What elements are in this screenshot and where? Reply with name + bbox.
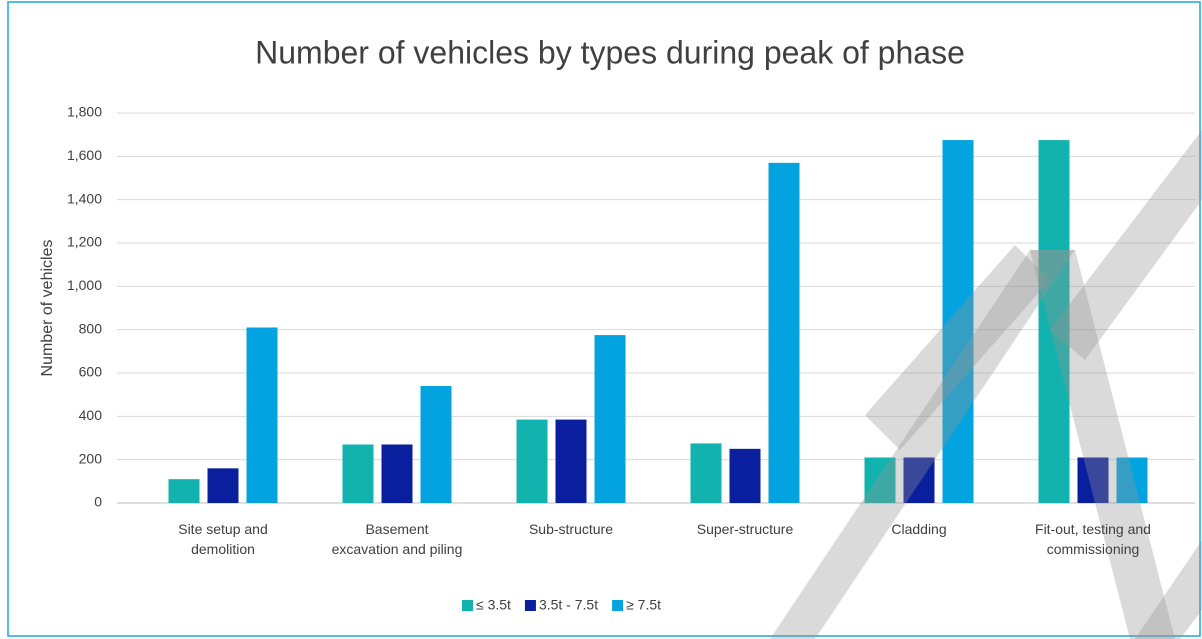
bar <box>729 448 761 503</box>
y-tick-label: 600 <box>79 364 103 380</box>
legend-label: ≥ 7.5t <box>626 597 661 613</box>
x-tick-label: Cladding <box>891 521 947 537</box>
bar <box>1077 457 1109 503</box>
y-tick-label: 1,800 <box>67 104 102 120</box>
bar <box>1038 140 1070 504</box>
frame <box>7 1 1201 637</box>
chart-title: Number of vehicles by types during peak … <box>255 34 965 70</box>
bar <box>768 162 800 504</box>
y-axis-label: Number of vehicles <box>39 240 56 377</box>
bar <box>207 468 239 503</box>
bar <box>246 327 278 503</box>
legend-swatch <box>524 600 536 611</box>
watermark <box>1030 250 1175 639</box>
bar <box>381 444 413 503</box>
y-tick-label: 400 <box>79 407 103 423</box>
watermark <box>865 245 1050 450</box>
legend-label: 3.5t - 7.5t <box>539 597 598 613</box>
bar <box>555 419 587 503</box>
bar <box>594 335 626 503</box>
y-tick-label: 1,000 <box>67 277 102 293</box>
y-tick-label: 800 <box>79 320 103 336</box>
bar <box>516 419 548 503</box>
watermark <box>1135 540 1202 639</box>
bar <box>420 386 452 503</box>
legend-label: ≤ 3.5t <box>476 597 511 613</box>
bar <box>168 479 200 503</box>
x-tick-label: Sub-structure <box>528 521 614 537</box>
y-tick-label: 1,600 <box>67 147 102 163</box>
legend-swatch <box>462 600 473 611</box>
x-tick-label: Super-structure <box>696 521 794 537</box>
bar <box>942 140 974 504</box>
bar <box>1116 457 1148 503</box>
bar <box>864 457 896 503</box>
watermark <box>770 250 1075 639</box>
x-tick-label: Basement excavation and piling <box>331 521 463 557</box>
watermark <box>1050 130 1202 360</box>
bar <box>342 444 374 503</box>
y-tick-label: 1,400 <box>67 190 102 206</box>
bar <box>903 457 935 503</box>
x-tick-label: Site setup and demolition <box>178 521 268 557</box>
bar <box>690 443 722 503</box>
legend-swatch <box>612 600 624 611</box>
y-tick-label: 1,200 <box>67 234 102 250</box>
y-tick-label: 0 <box>94 494 102 510</box>
x-tick-label: Fit-out, testing and commissioning <box>1035 521 1151 557</box>
y-tick-label: 200 <box>79 450 103 466</box>
